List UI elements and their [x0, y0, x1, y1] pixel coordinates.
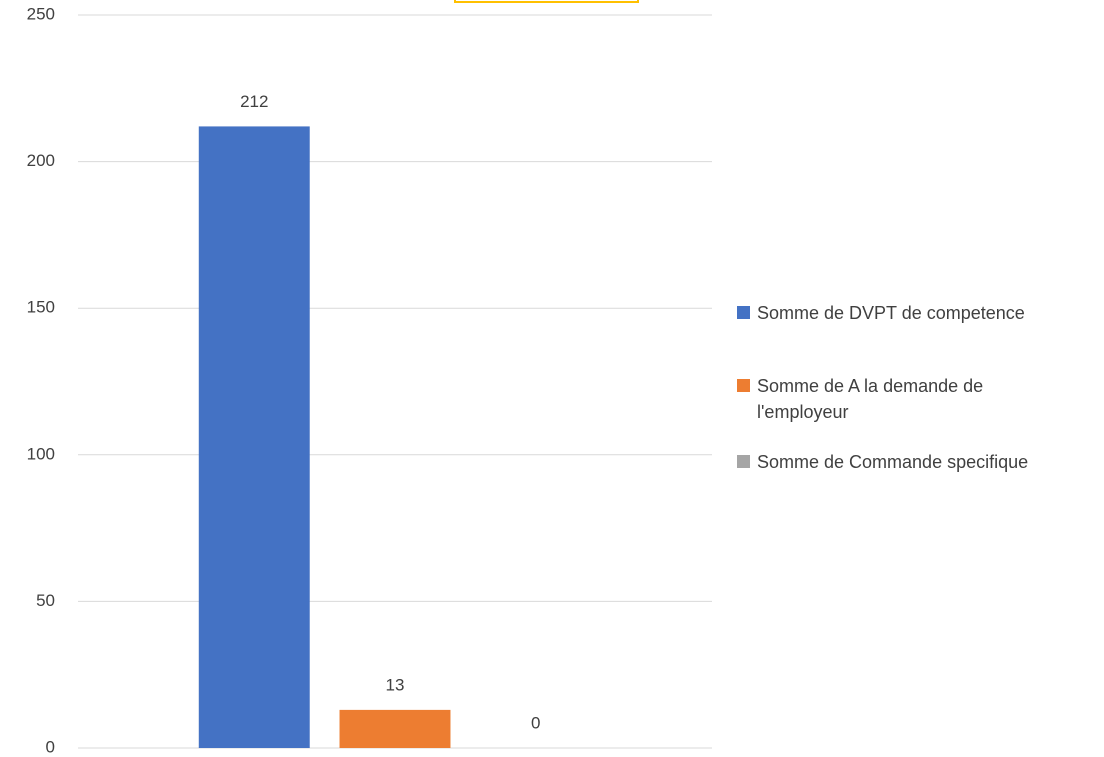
bar — [339, 709, 451, 748]
legend-swatch — [737, 379, 750, 392]
data-label: 13 — [386, 675, 405, 694]
y-tick-label: 100 — [27, 444, 55, 463]
legend-swatch — [737, 306, 750, 319]
title-box-edge — [454, 0, 639, 3]
legend-label: Somme de A la demande de l'employeur — [757, 376, 984, 422]
data-label: 212 — [240, 92, 268, 111]
y-tick-label: 200 — [27, 151, 55, 170]
bar — [198, 126, 310, 748]
y-tick-label: 50 — [36, 591, 55, 610]
legend-item: Somme de Commande specifique — [737, 449, 1057, 475]
y-tick-label: 250 — [27, 4, 55, 23]
legend-label: Somme de Commande specifique — [757, 452, 1029, 472]
legend-swatch — [737, 455, 750, 468]
legend-item: Somme de DVPT de competence — [737, 300, 1057, 326]
y-tick-label: 0 — [46, 737, 55, 756]
y-tick-label: 150 — [27, 298, 55, 317]
legend-item: Somme de A la demande de l'employeur — [737, 373, 1057, 425]
data-label: 0 — [531, 713, 540, 732]
legend-label: Somme de DVPT de competence — [757, 303, 1025, 323]
